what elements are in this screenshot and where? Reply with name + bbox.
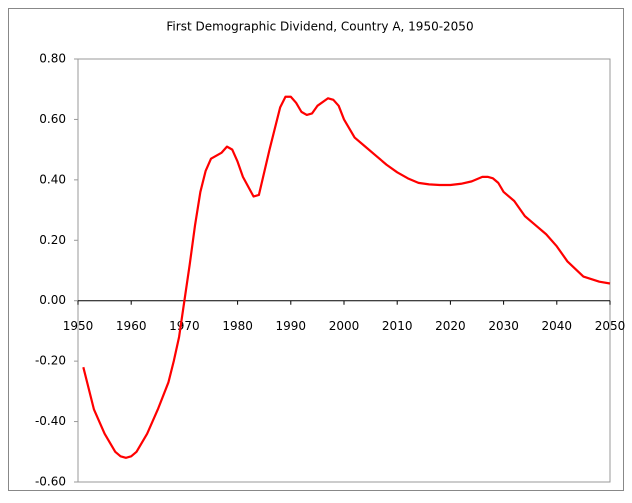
y-tick-label: -0.60 bbox=[35, 475, 66, 489]
x-tick-label: 1990 bbox=[276, 319, 307, 333]
x-tick-label: 1960 bbox=[116, 319, 147, 333]
y-tick-label: -0.40 bbox=[35, 414, 66, 428]
x-tick-label: 2010 bbox=[382, 319, 413, 333]
y-tick-label: -0.20 bbox=[35, 354, 66, 368]
x-tick-label: 2020 bbox=[435, 319, 466, 333]
y-tick-label: 0.00 bbox=[39, 293, 66, 307]
plot-area bbox=[77, 58, 611, 483]
chart-frame bbox=[8, 8, 624, 491]
x-tick-label: 2040 bbox=[542, 319, 573, 333]
x-tick-label: 2030 bbox=[488, 319, 519, 333]
x-tick-label: 2000 bbox=[329, 319, 360, 333]
chart-title: First Demographic Dividend, Country A, 1… bbox=[166, 20, 473, 34]
x-tick-label: 1980 bbox=[222, 319, 253, 333]
x-tick-label: 2050 bbox=[595, 319, 626, 333]
y-tick-label: 0.40 bbox=[39, 172, 66, 186]
x-tick-label: 1950 bbox=[63, 319, 94, 333]
y-tick-label: 0.80 bbox=[39, 52, 66, 66]
y-tick-label: 0.20 bbox=[39, 233, 66, 247]
x-tick-label: 1970 bbox=[169, 319, 200, 333]
data-line bbox=[82, 95, 611, 459]
y-tick-label: 0.60 bbox=[39, 112, 66, 126]
